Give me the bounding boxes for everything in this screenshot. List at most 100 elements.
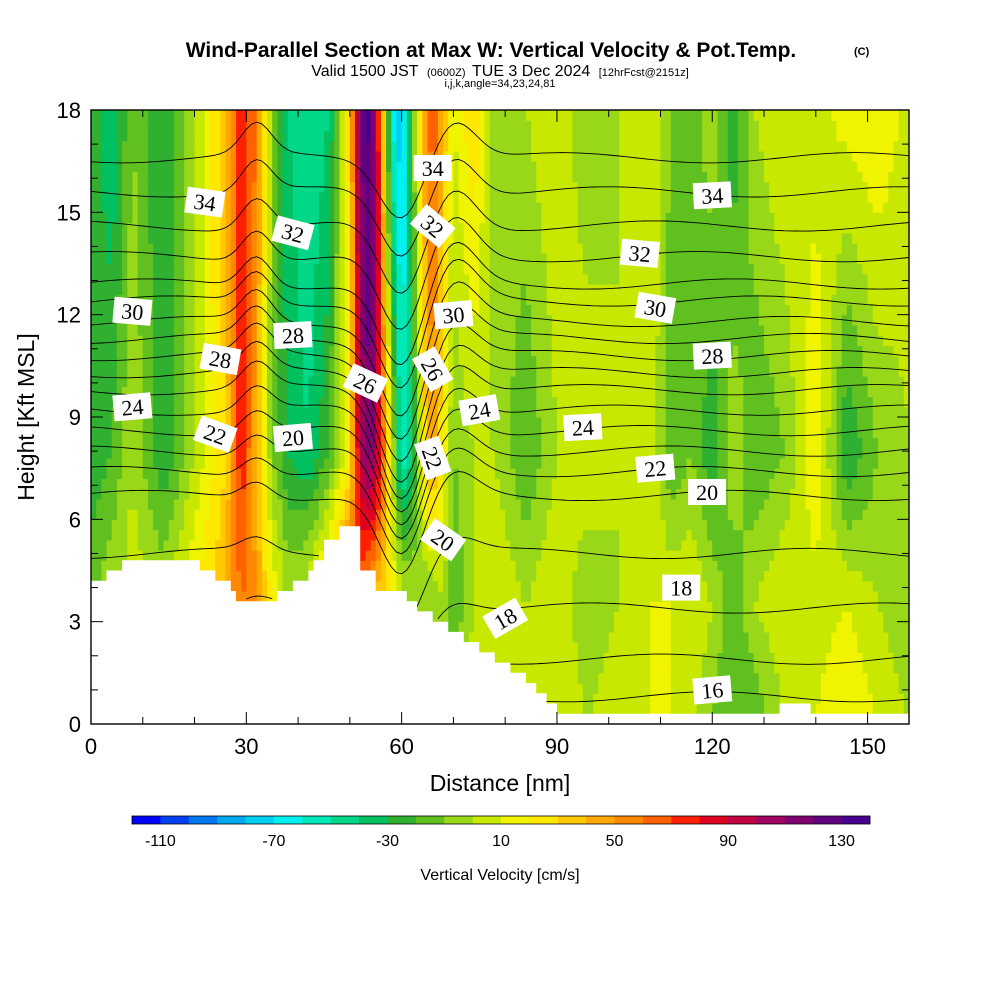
- w-cell: [417, 601, 423, 613]
- w-cell: [179, 457, 185, 469]
- w-cell: [179, 324, 185, 336]
- w-cell: [334, 314, 341, 326]
- w-cell: [360, 529, 366, 541]
- w-cell: [406, 273, 413, 285]
- w-cell: [375, 529, 382, 541]
- w-cell: [225, 273, 232, 285]
- w-cell: [204, 376, 211, 387]
- w-cell: [210, 478, 216, 490]
- w-cell: [355, 140, 361, 152]
- w-cell: [189, 519, 196, 531]
- w-cell: [505, 427, 511, 439]
- w-cell: [339, 263, 346, 275]
- w-cell: [282, 478, 289, 490]
- w-cell: [91, 253, 97, 265]
- w-cell: [153, 161, 159, 172]
- w-cell: [349, 161, 356, 172]
- w-cell: [344, 478, 351, 490]
- w-cell: [210, 560, 216, 572]
- w-cell: [411, 509, 418, 520]
- w-cell: [282, 304, 289, 316]
- w-cell: [494, 304, 501, 316]
- w-cell: [484, 110, 491, 121]
- w-cell: [401, 161, 408, 172]
- w-cell: [91, 304, 97, 316]
- w-cell: [101, 273, 108, 285]
- w-cell: [370, 222, 377, 234]
- w-cell: [437, 570, 444, 582]
- w-cell: [272, 212, 278, 224]
- w-cell: [287, 498, 294, 510]
- w-cell: [106, 488, 113, 500]
- w-cell: [479, 161, 486, 172]
- w-cell: [189, 539, 196, 551]
- w-cell: [184, 150, 190, 162]
- w-cell: [142, 150, 149, 162]
- w-cell: [132, 509, 139, 520]
- w-cell: [479, 386, 486, 398]
- w-cell: [448, 283, 455, 295]
- w-cell: [122, 110, 128, 121]
- w-cell: [417, 263, 423, 275]
- w-cell: [479, 345, 486, 357]
- w-cell: [344, 191, 351, 203]
- w-cell: [96, 181, 102, 193]
- w-cell: [184, 161, 190, 172]
- w-cell: [360, 304, 366, 316]
- w-cell: [91, 488, 97, 500]
- w-cell: [313, 457, 320, 469]
- w-cell: [360, 263, 366, 275]
- w-cell: [303, 570, 310, 582]
- w-cell: [303, 273, 310, 285]
- w-cell: [282, 417, 289, 428]
- w-cell: [365, 519, 372, 531]
- w-cell: [494, 386, 501, 398]
- w-cell: [241, 468, 247, 479]
- w-cell: [261, 222, 268, 234]
- w-cell: [474, 191, 480, 203]
- w-cell: [147, 417, 154, 428]
- w-cell: [153, 478, 159, 490]
- w-cell: [443, 396, 449, 408]
- w-cell: [147, 263, 154, 275]
- w-cell: [256, 406, 263, 418]
- w-cell: [370, 171, 377, 183]
- w-cell: [365, 417, 372, 428]
- w-cell: [494, 498, 501, 510]
- w-cell: [380, 468, 387, 479]
- w-cell: [386, 140, 392, 152]
- w-cell: [267, 447, 273, 459]
- w-cell: [510, 386, 517, 398]
- w-cell: [127, 386, 134, 398]
- w-cell: [292, 509, 299, 520]
- w-cell: [489, 590, 496, 602]
- w-cell: [391, 488, 398, 500]
- w-cell: [230, 437, 237, 449]
- w-cell: [303, 191, 310, 203]
- w-cell: [132, 447, 139, 459]
- w-cell: [479, 621, 486, 633]
- w-cell: [132, 140, 139, 152]
- w-cell: [401, 130, 408, 142]
- w-cell: [411, 417, 418, 428]
- w-cell: [463, 110, 470, 121]
- w-cell: [391, 202, 398, 213]
- w-cell: [448, 365, 455, 377]
- w-cell: [282, 396, 289, 408]
- w-cell: [510, 631, 517, 643]
- w-cell: [163, 140, 170, 152]
- w-cell: [261, 478, 268, 490]
- w-cell: [220, 171, 227, 183]
- w-cell: [199, 222, 206, 234]
- w-cell: [329, 263, 335, 275]
- w-cell: [437, 243, 444, 254]
- w-cell: [142, 324, 149, 336]
- w-cell: [489, 509, 496, 520]
- w-cell: [261, 150, 268, 162]
- w-cell: [153, 324, 159, 336]
- w-cell: [313, 222, 320, 234]
- w-cell: [391, 294, 398, 306]
- w-cell: [116, 468, 123, 479]
- w-cell: [101, 560, 108, 572]
- w-cell: [101, 437, 108, 449]
